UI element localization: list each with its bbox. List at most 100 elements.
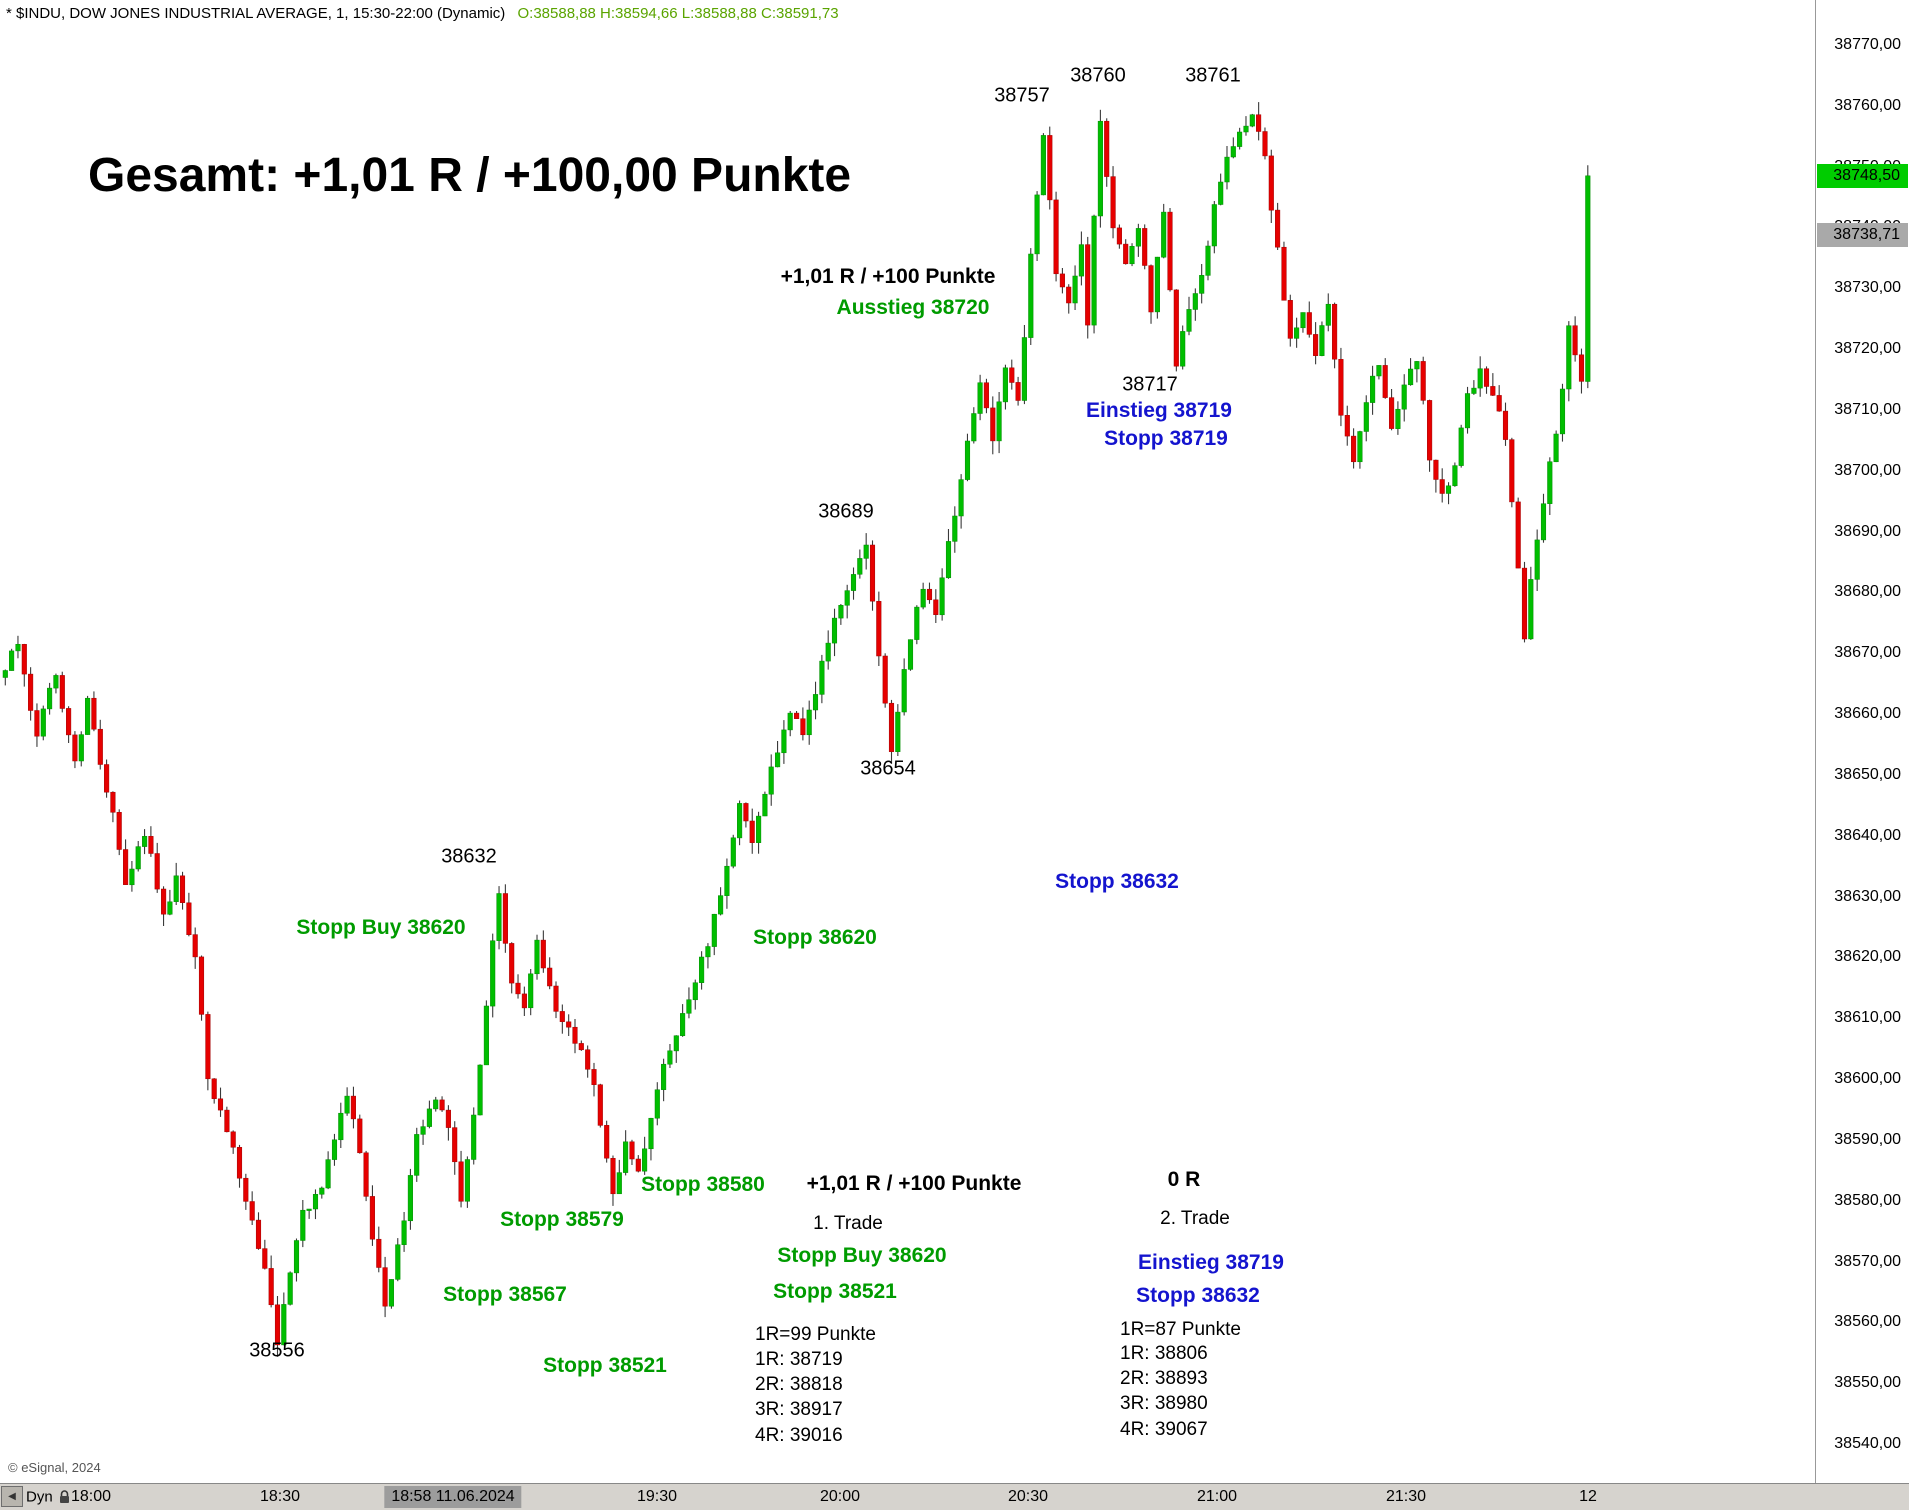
candle (1363, 395, 1369, 442)
candle (1116, 224, 1122, 249)
candle (148, 826, 154, 857)
candle (1034, 191, 1040, 261)
candle (1427, 399, 1433, 472)
candle (737, 800, 743, 846)
price-axis[interactable]: 38770,0038760,0038750,0038740,0038730,00… (1815, 0, 1909, 1483)
candle (47, 682, 53, 715)
candle (287, 1271, 293, 1306)
candle (338, 1102, 344, 1148)
time-axis-label: 18:00 (70, 1488, 112, 1505)
candle (629, 1139, 635, 1165)
candle (433, 1096, 439, 1112)
candle (123, 839, 129, 885)
candle (1072, 265, 1078, 310)
price-axis-label: 38550,00 (1834, 1374, 1901, 1392)
candle (1002, 364, 1008, 410)
candle (369, 1185, 375, 1246)
candle (762, 791, 768, 817)
candle (357, 1114, 363, 1154)
price-axis-label: 38630,00 (1834, 887, 1901, 905)
candle (1547, 457, 1553, 515)
candle (1218, 173, 1224, 206)
candle (680, 1004, 686, 1037)
candle (1154, 256, 1160, 319)
candlestick-chart[interactable] (0, 0, 1815, 1483)
candle (1053, 191, 1059, 282)
candle (1110, 166, 1116, 239)
candle (452, 1121, 458, 1175)
candle (15, 635, 21, 659)
candle (1123, 239, 1129, 265)
candle (281, 1292, 287, 1346)
candle (907, 639, 914, 671)
symbol-info: * $INDU, DOW JONES INDUSTRIAL AVERAGE, 1… (6, 5, 506, 22)
candle (806, 700, 812, 745)
candle (926, 582, 933, 604)
candle (293, 1238, 300, 1282)
candle (705, 943, 711, 969)
candle (104, 759, 110, 798)
candle (819, 654, 825, 704)
candle (1553, 430, 1559, 463)
time-axis-label: 20:00 (819, 1488, 861, 1505)
candle (192, 927, 198, 969)
candle (1192, 288, 1198, 321)
candle (1306, 301, 1312, 338)
candle (1502, 402, 1509, 446)
candle (236, 1144, 243, 1188)
candle (1066, 284, 1072, 314)
candle (1382, 358, 1388, 399)
candle (1420, 356, 1426, 405)
candle (920, 582, 926, 610)
candle (553, 981, 559, 1019)
candle (414, 1127, 420, 1182)
candle (673, 1035, 679, 1063)
candle (1262, 127, 1268, 160)
candle (964, 433, 971, 482)
candle (1357, 430, 1363, 469)
candle (692, 979, 698, 1010)
candle (888, 699, 895, 764)
candle (445, 1105, 451, 1141)
candle (9, 648, 15, 671)
candle (743, 802, 749, 828)
candle (217, 1087, 224, 1117)
candle (243, 1173, 249, 1210)
price-axis-label: 38580,00 (1834, 1191, 1901, 1209)
candle (711, 913, 717, 956)
candle (1414, 361, 1420, 383)
candle (971, 407, 977, 444)
candle (1015, 376, 1021, 406)
lock-icon[interactable] (58, 1489, 71, 1505)
candle (198, 955, 205, 1021)
candle (914, 605, 920, 645)
candle (401, 1212, 407, 1252)
candle (1540, 493, 1547, 543)
candle (135, 841, 141, 872)
candle (1243, 116, 1249, 136)
scroll-left-button[interactable]: ◀ (1, 1486, 23, 1507)
candle (1325, 293, 1331, 332)
candle (1129, 243, 1135, 267)
price-axis-label: 38730,00 (1834, 279, 1901, 297)
candle (1452, 462, 1458, 487)
candle (2, 669, 8, 686)
price-axis-label: 38590,00 (1834, 1130, 1901, 1148)
candle (1142, 224, 1148, 270)
candle (274, 1296, 281, 1357)
candle (407, 1168, 413, 1230)
price-axis-label: 38660,00 (1834, 705, 1901, 723)
candle (255, 1212, 262, 1250)
candle (983, 378, 989, 414)
candle (933, 589, 939, 623)
price-axis-label: 38700,00 (1834, 461, 1901, 479)
ohlc-readout: O:38588,88 H:38594,66 L:38588,88 C:38591… (517, 5, 839, 22)
candle (1167, 208, 1173, 292)
time-axis[interactable]: ◀ Dyn 18:00 18:30 18:58 11.06.2024 19:30 20:… (0, 1483, 1909, 1510)
candle (1186, 296, 1192, 336)
candle (844, 584, 850, 619)
candle (1578, 348, 1585, 394)
candle (53, 673, 59, 694)
candle (850, 567, 857, 600)
dyn-label[interactable]: Dyn (26, 1488, 53, 1506)
